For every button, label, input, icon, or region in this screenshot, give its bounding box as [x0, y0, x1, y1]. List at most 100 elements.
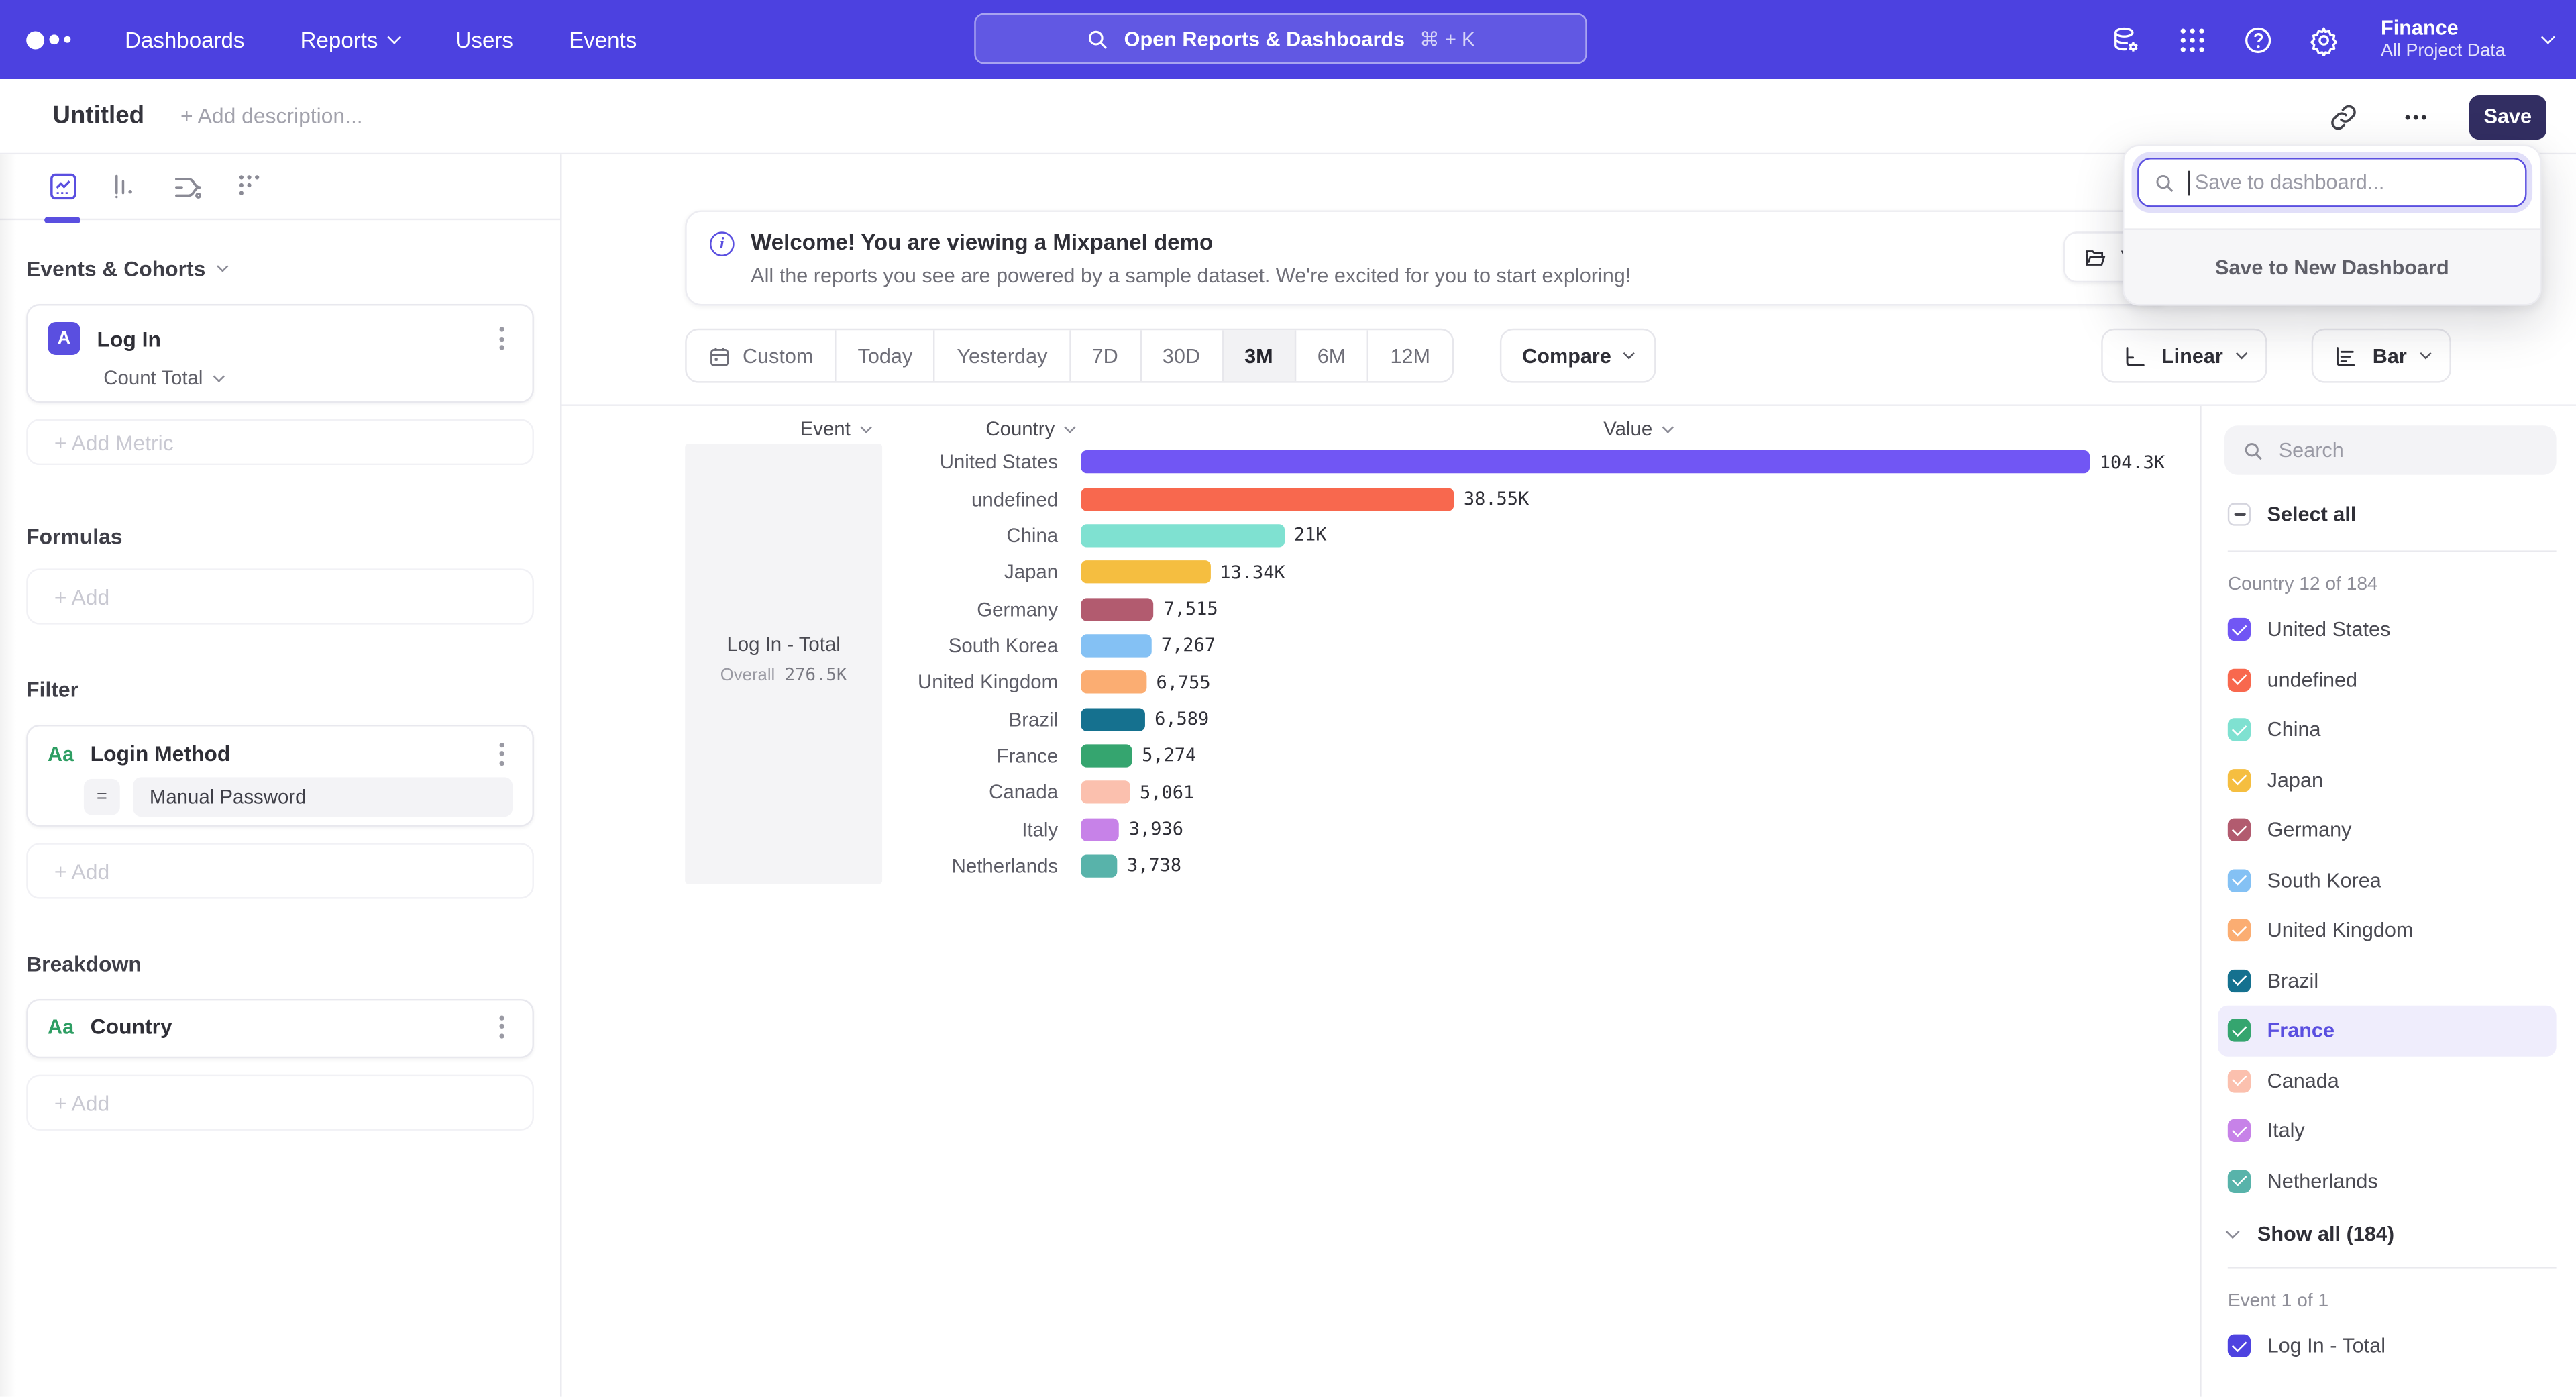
- bar-value-label: 7,515: [1163, 599, 1218, 620]
- events-cohorts-heading[interactable]: Events & Cohorts: [26, 256, 534, 281]
- checked-checkbox-icon[interactable]: [2228, 1335, 2251, 1357]
- bar[interactable]: [1081, 450, 2090, 473]
- country-item-brazil[interactable]: Brazil: [2218, 955, 2556, 1006]
- bar[interactable]: [1081, 707, 1144, 730]
- column-header-event[interactable]: Event: [800, 417, 869, 440]
- bar[interactable]: [1081, 781, 1130, 804]
- country-item-south-korea[interactable]: South Korea: [2218, 856, 2556, 906]
- checked-checkbox-icon[interactable]: [2228, 819, 2251, 841]
- filter-card-login-method[interactable]: Aa Login Method = Manual Password: [26, 725, 534, 827]
- checked-checkbox-icon[interactable]: [2228, 769, 2251, 792]
- add-metric-button[interactable]: + Add Metric: [26, 419, 534, 465]
- metric-card-log-in[interactable]: A Log In Count Total: [26, 304, 534, 403]
- breakdown-kebab-icon[interactable]: [490, 1015, 513, 1037]
- nav-item-events[interactable]: Events: [569, 27, 637, 52]
- event-item-log-in---total[interactable]: Log In - Total: [2218, 1321, 2556, 1372]
- metric-name[interactable]: Log In: [97, 326, 473, 351]
- tab-insights-chart[interactable]: [43, 154, 83, 219]
- column-header-value[interactable]: Value: [1603, 417, 1671, 440]
- bar[interactable]: [1081, 854, 1117, 877]
- range-7d[interactable]: 7D: [1071, 330, 1141, 381]
- checked-checkbox-icon[interactable]: [2228, 719, 2251, 741]
- project-switcher[interactable]: Finance All Project Data: [2381, 17, 2506, 62]
- checked-checkbox-icon[interactable]: [2228, 1170, 2251, 1192]
- range-today[interactable]: Today: [837, 330, 936, 381]
- add-description-field[interactable]: + Add description...: [180, 103, 363, 128]
- country-item-united-states[interactable]: United States: [2218, 605, 2556, 655]
- bar[interactable]: [1081, 487, 1454, 510]
- select-all-checkbox[interactable]: Select all: [2228, 503, 2557, 525]
- country-group-label: Country 12 of 184: [2228, 575, 2557, 594]
- help-icon[interactable]: [2243, 24, 2274, 56]
- chart-type-selector-button[interactable]: Bar: [2312, 329, 2451, 383]
- filter-kebab-icon[interactable]: [490, 742, 513, 765]
- breakdown-card-country[interactable]: Aa Country: [26, 999, 534, 1058]
- bar[interactable]: [1081, 744, 1132, 767]
- checked-checkbox-icon[interactable]: [2228, 969, 2251, 992]
- more-options-icon[interactable]: [2397, 99, 2433, 135]
- add-filter-button[interactable]: + Add: [26, 843, 534, 898]
- metric-kebab-icon[interactable]: [490, 327, 513, 350]
- filter-operator[interactable]: =: [84, 779, 120, 815]
- country-item-canada[interactable]: Canada: [2218, 1055, 2556, 1106]
- series-search-input[interactable]: Search: [2224, 425, 2557, 474]
- project-chevron-down-icon[interactable]: [2541, 30, 2555, 44]
- compare-button[interactable]: Compare: [1499, 329, 1656, 383]
- country-item-united-kingdom[interactable]: United Kingdom: [2218, 905, 2556, 955]
- bar-value-label: 7,267: [1161, 635, 1216, 656]
- bar[interactable]: [1081, 818, 1119, 841]
- apps-grid-icon[interactable]: [2177, 24, 2208, 56]
- tab-retention[interactable]: [230, 154, 270, 219]
- country-item-italy[interactable]: Italy: [2218, 1106, 2556, 1156]
- save-to-new-dashboard-button[interactable]: Save to New Dashboard: [2125, 228, 2540, 304]
- checked-checkbox-icon[interactable]: [2228, 869, 2251, 892]
- nav-item-dashboards[interactable]: Dashboards: [125, 27, 244, 52]
- checked-checkbox-icon[interactable]: [2228, 618, 2251, 641]
- checked-checkbox-icon[interactable]: [2228, 919, 2251, 942]
- country-item-netherlands[interactable]: Netherlands: [2218, 1156, 2556, 1206]
- top-nav: Dashboards Reports Users Events Open Report…: [0, 0, 2576, 79]
- filter-property-name[interactable]: Login Method: [91, 741, 474, 766]
- breakdown-property-name[interactable]: Country: [91, 1014, 474, 1039]
- add-breakdown-button[interactable]: + Add: [26, 1075, 534, 1131]
- checked-checkbox-icon[interactable]: [2228, 1119, 2251, 1142]
- scale-selector-button[interactable]: Linear: [2100, 329, 2267, 383]
- tab-bar-chart[interactable]: [105, 154, 145, 219]
- save-dashboard-search-input[interactable]: Save to dashboard...: [2137, 158, 2526, 207]
- range-3m[interactable]: 3M: [1223, 330, 1296, 381]
- data-management-icon[interactable]: [2111, 24, 2143, 56]
- nav-item-reports[interactable]: Reports: [301, 27, 400, 52]
- country-item-china[interactable]: China: [2218, 705, 2556, 756]
- settings-gear-icon[interactable]: [2308, 24, 2340, 56]
- checked-checkbox-icon[interactable]: [2228, 668, 2251, 691]
- global-search-button[interactable]: Open Reports & Dashboards ⌘ + K: [974, 13, 1587, 64]
- bar-value-label: 3,936: [1129, 819, 1183, 840]
- mixpanel-logo-icon[interactable]: [26, 30, 82, 48]
- aggregation-selector[interactable]: Count Total: [103, 366, 532, 389]
- country-item-undefined[interactable]: undefined: [2218, 655, 2556, 705]
- add-formula-button[interactable]: + Add: [26, 568, 534, 624]
- save-button[interactable]: Save: [2469, 95, 2546, 139]
- report-title[interactable]: Untitled: [52, 102, 144, 130]
- range-custom[interactable]: Custom: [687, 330, 837, 381]
- checked-checkbox-icon[interactable]: [2228, 1019, 2251, 1042]
- country-item-france[interactable]: France: [2218, 1006, 2556, 1056]
- range-12m[interactable]: 12M: [1369, 330, 1452, 381]
- range-30d[interactable]: 30D: [1141, 330, 1223, 381]
- bar[interactable]: [1081, 634, 1151, 657]
- copy-link-icon[interactable]: [2324, 99, 2361, 135]
- checked-checkbox-icon[interactable]: [2228, 1070, 2251, 1092]
- bar[interactable]: [1081, 561, 1210, 584]
- range-yesterday[interactable]: Yesterday: [936, 330, 1071, 381]
- filter-value[interactable]: Manual Password: [133, 777, 513, 817]
- range-6m[interactable]: 6M: [1296, 330, 1369, 381]
- bar[interactable]: [1081, 597, 1153, 620]
- bar[interactable]: [1081, 524, 1284, 547]
- tab-flows[interactable]: [168, 154, 207, 219]
- country-item-japan[interactable]: Japan: [2218, 755, 2556, 805]
- nav-item-users[interactable]: Users: [455, 27, 513, 52]
- country-item-germany[interactable]: Germany: [2218, 805, 2556, 856]
- show-all-toggle[interactable]: Show all (184): [2228, 1223, 2557, 1245]
- column-header-country[interactable]: Country: [985, 417, 1073, 440]
- bar[interactable]: [1081, 671, 1146, 694]
